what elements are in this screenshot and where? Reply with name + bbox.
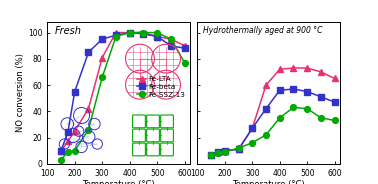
- Y-axis label: NO conversion (%): NO conversion (%): [16, 54, 25, 132]
- X-axis label: Temperature (°C): Temperature (°C): [82, 180, 155, 184]
- Text: Hydrothermally aged at 900 °C: Hydrothermally aged at 900 °C: [203, 26, 322, 35]
- Legend: Fe-LTA, Fe-beta, Fe-SSZ-13: Fe-LTA, Fe-beta, Fe-SSZ-13: [138, 76, 185, 98]
- X-axis label: Temperature (°C): Temperature (°C): [232, 180, 305, 184]
- Text: Fresh: Fresh: [54, 26, 81, 36]
